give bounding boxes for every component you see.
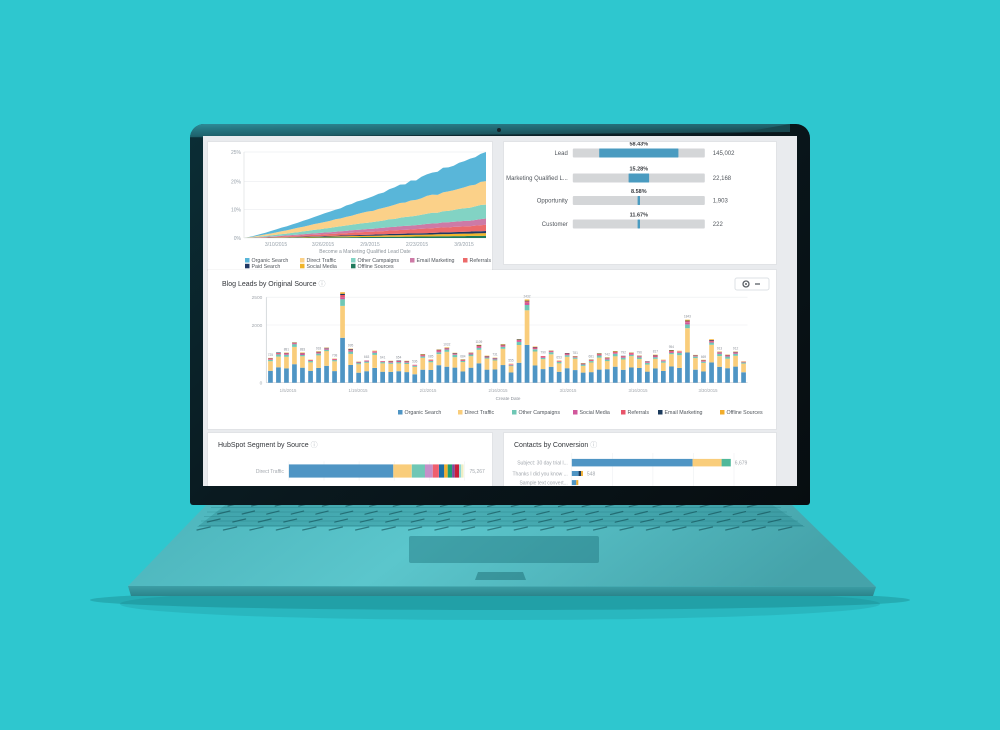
svg-text:708: 708 — [332, 354, 338, 358]
svg-text:10%: 10% — [231, 208, 242, 214]
svg-text:3/16/2015: 3/16/2015 — [628, 388, 648, 393]
svg-text:58.43%: 58.43% — [629, 142, 648, 148]
svg-text:1032: 1032 — [443, 342, 450, 346]
svg-text:Blog Leads by Original Source: Blog Leads by Original Source ⓘ — [222, 280, 326, 288]
svg-text:222: 222 — [713, 222, 724, 228]
svg-text:Organic Search: Organic Search — [405, 410, 442, 416]
svg-text:654: 654 — [396, 355, 402, 359]
svg-text:Marketing Qualified L...: Marketing Qualified L... — [506, 176, 568, 182]
svg-text:2/2/2015: 2/2/2015 — [420, 388, 437, 393]
svg-text:3/30/2015: 3/30/2015 — [698, 388, 718, 393]
svg-text:1,903: 1,903 — [713, 199, 729, 205]
svg-text:2500: 2500 — [252, 295, 263, 301]
svg-text:684: 684 — [460, 354, 466, 358]
svg-text:781: 781 — [573, 351, 579, 355]
svg-text:0: 0 — [260, 381, 263, 387]
svg-text:Customer: Customer — [542, 222, 568, 228]
svg-text:913: 913 — [717, 347, 723, 351]
svg-text:Thanks I did you know ...: Thanks I did you know ... — [512, 472, 567, 478]
svg-text:742: 742 — [605, 352, 611, 356]
svg-text:918: 918 — [316, 346, 322, 350]
svg-text:Subject: 30 day trial l...: Subject: 30 day trial l... — [517, 461, 568, 467]
svg-text:792: 792 — [621, 351, 627, 355]
svg-text:Email Marketing: Email Marketing — [665, 410, 703, 416]
svg-text:Direct Traffic: Direct Traffic — [465, 410, 495, 416]
svg-text:2/9/2015: 2/9/2015 — [360, 242, 380, 248]
svg-text:Social Media: Social Media — [580, 410, 610, 416]
svg-text:725: 725 — [268, 353, 274, 357]
svg-text:Offline Sources: Offline Sources — [727, 410, 763, 416]
svg-text:145,002: 145,002 — [713, 151, 735, 157]
svg-text:Referrals: Referrals — [628, 410, 650, 416]
svg-text:2/16/2015: 2/16/2015 — [488, 388, 508, 393]
svg-text:HubSpot Segment by Source ⓘ: HubSpot Segment by Source ⓘ — [218, 441, 318, 449]
svg-text:954: 954 — [669, 345, 675, 349]
svg-text:881: 881 — [284, 348, 290, 352]
svg-text:912: 912 — [733, 347, 739, 351]
svg-text:663: 663 — [364, 355, 370, 359]
svg-text:Contacts by Conversion ⓘ: Contacts by Conversion ⓘ — [514, 441, 597, 449]
svg-text:22,168: 22,168 — [713, 176, 732, 182]
svg-text:995: 995 — [348, 344, 354, 348]
svg-text:1109: 1109 — [475, 340, 482, 344]
svg-text:6,679: 6,679 — [735, 461, 748, 467]
svg-text:25%: 25% — [231, 150, 242, 156]
svg-text:Create Date: Create Date — [496, 396, 521, 401]
svg-text:883: 883 — [300, 348, 306, 352]
svg-text:1/5/2015: 1/5/2015 — [280, 388, 297, 393]
svg-text:2000: 2000 — [252, 323, 263, 329]
svg-text:2432: 2432 — [523, 295, 530, 299]
svg-text:Email Marketing: Email Marketing — [417, 258, 455, 264]
svg-text:2/23/2015: 2/23/2015 — [406, 242, 428, 248]
svg-text:653: 653 — [556, 355, 562, 359]
svg-text:641: 641 — [380, 356, 386, 360]
svg-text:Direct Traffic: Direct Traffic — [256, 469, 284, 475]
svg-text:Become a Marketing Qualified L: Become a Marketing Qualified Lead Date — [319, 249, 411, 255]
svg-text:536: 536 — [412, 359, 418, 363]
svg-text:75,267: 75,267 — [470, 469, 486, 475]
svg-text:Other Campaigns: Other Campaigns — [519, 410, 561, 416]
svg-text:3/26/2015: 3/26/2015 — [312, 242, 334, 248]
svg-text:681: 681 — [589, 354, 595, 358]
svg-text:Referrals: Referrals — [470, 258, 492, 264]
svg-text:1843: 1843 — [684, 315, 691, 319]
svg-text:548: 548 — [587, 472, 596, 478]
svg-text:669: 669 — [701, 355, 707, 359]
svg-text:1/19/2015: 1/19/2015 — [348, 388, 368, 393]
svg-text:796: 796 — [637, 351, 643, 355]
svg-text:Sample text convert...: Sample text convert... — [519, 481, 567, 486]
svg-text:3/2/2015: 3/2/2015 — [560, 388, 577, 393]
svg-text:Lead: Lead — [554, 151, 567, 157]
svg-text:8.58%: 8.58% — [631, 189, 647, 195]
svg-text:731: 731 — [492, 353, 498, 357]
svg-text:Opportunity: Opportunity — [537, 199, 568, 205]
svg-text:11.67%: 11.67% — [630, 213, 648, 219]
svg-text:3/9/2015: 3/9/2015 — [454, 242, 474, 248]
svg-text:555: 555 — [508, 359, 514, 363]
svg-text:15.28%: 15.28% — [629, 167, 648, 173]
svg-text:3/10/2015: 3/10/2015 — [265, 242, 287, 248]
svg-text:790: 790 — [540, 351, 546, 355]
svg-text:685: 685 — [428, 354, 434, 358]
svg-text:20%: 20% — [231, 180, 242, 186]
svg-text:0%: 0% — [234, 236, 242, 242]
svg-text:817: 817 — [653, 350, 659, 354]
